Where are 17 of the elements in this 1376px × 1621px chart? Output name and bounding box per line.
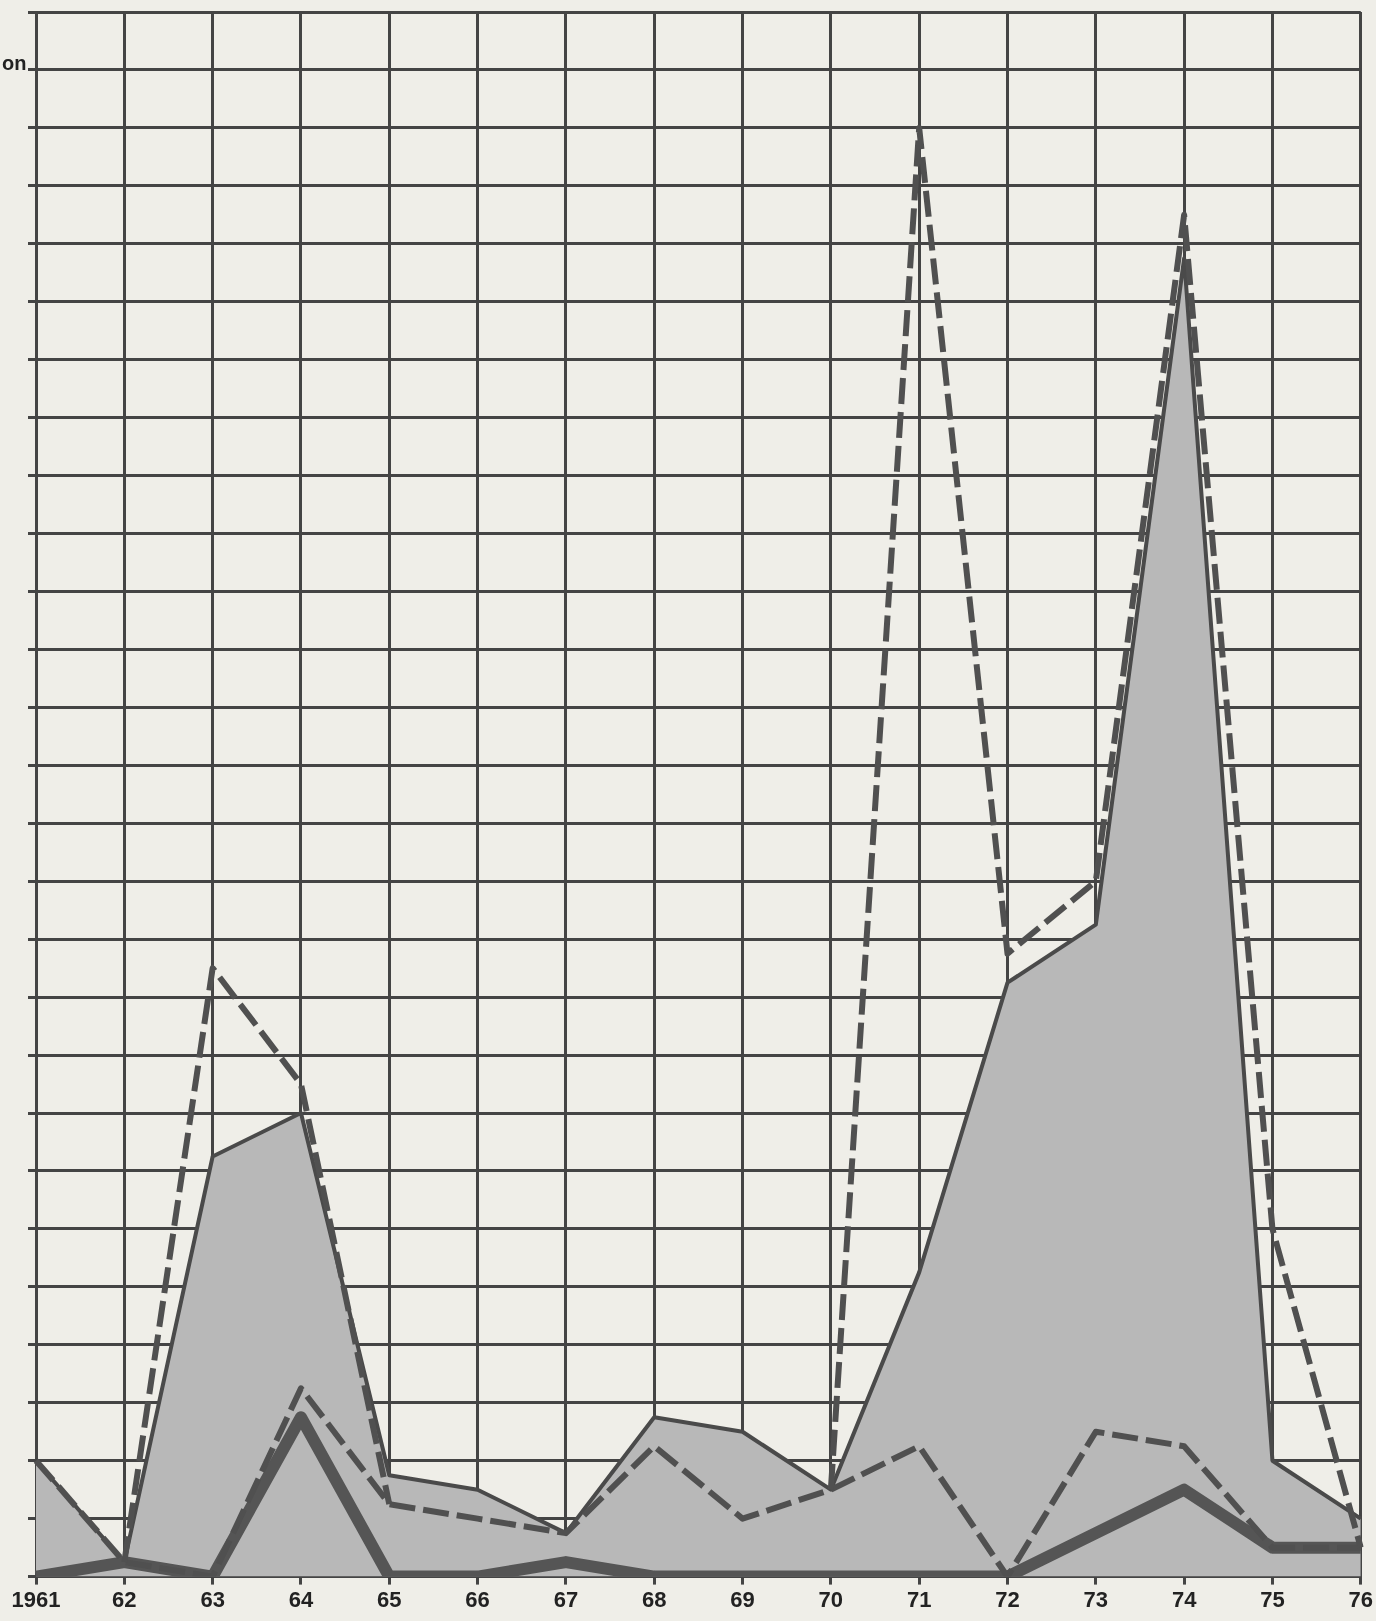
x-tick-label: 67 [553, 1586, 579, 1612]
x-tick-label: 70 [818, 1586, 844, 1612]
x-tick-label: 76 [1348, 1586, 1374, 1612]
x-tick-label: 75 [1260, 1586, 1285, 1612]
x-tick-label: 72 [995, 1586, 1020, 1612]
x-tick-label: 62 [112, 1586, 137, 1612]
x-tick-label: 64 [288, 1586, 314, 1612]
x-tick-label: 66 [465, 1586, 490, 1612]
x-tick-label: 74 [1171, 1586, 1198, 1612]
x-tick-label: 1961 [11, 1586, 61, 1612]
x-tick-label: 68 [641, 1586, 667, 1612]
x-tick-label: 69 [730, 1586, 755, 1612]
x-tick-label: 65 [377, 1586, 402, 1612]
y-axis-title: on [2, 51, 27, 74]
x-tick-label: 73 [1083, 1586, 1109, 1612]
x-tick-label: 63 [200, 1586, 225, 1612]
x-tick-label: 71 [906, 1586, 932, 1612]
